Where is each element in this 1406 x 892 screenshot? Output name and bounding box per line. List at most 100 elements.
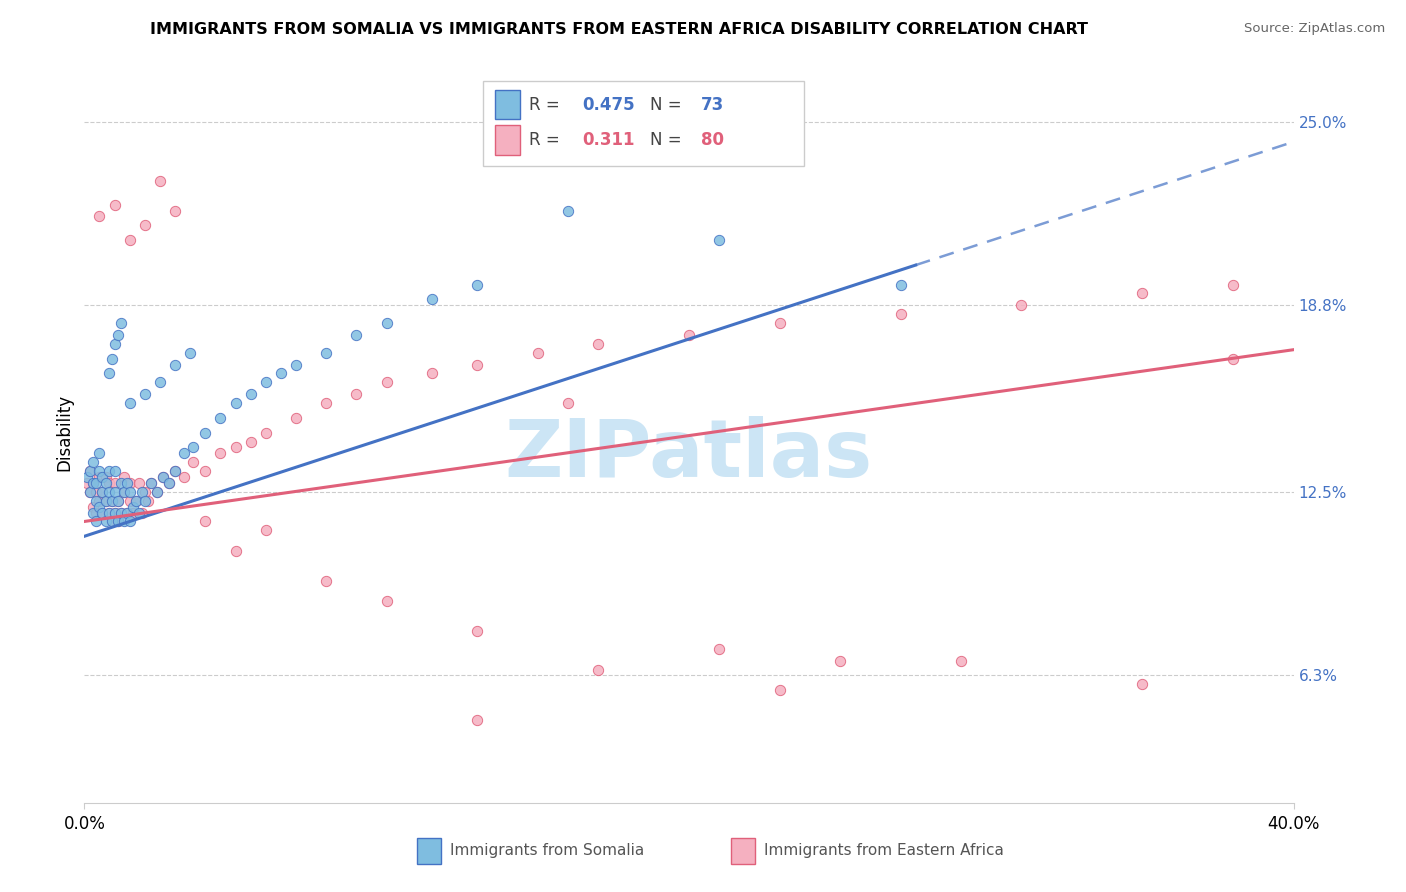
Text: 80: 80 [702,131,724,149]
Point [181,441,204,455]
Point [225,544,247,558]
Point [285,358,308,372]
Point [157,475,180,490]
Point [121,506,143,520]
Bar [418,838,441,864]
Point [709,233,731,247]
Point [890,307,912,321]
Point [950,654,973,668]
Point [769,316,792,330]
Point [110,506,132,520]
Point [82,455,104,469]
Point [209,446,232,460]
Point [89,210,111,224]
Point [146,484,169,499]
Point [112,515,135,529]
Point [91,484,114,499]
Point [79,484,101,499]
Point [194,464,217,478]
Point [131,484,153,499]
Point [1222,277,1244,292]
Point [112,470,135,484]
Point [94,515,117,529]
Point [91,470,114,484]
Point [128,506,150,520]
Point [94,475,117,490]
Point [375,376,398,390]
Point [134,484,156,499]
Point [110,475,132,490]
Point [239,387,262,401]
Point [285,410,308,425]
Point [118,233,141,247]
Point [173,446,195,460]
Point [79,484,101,499]
Point [346,327,368,342]
Point [1130,677,1153,691]
Text: R =: R = [529,131,565,149]
Point [110,506,132,520]
Point [181,455,204,469]
Point [76,470,98,484]
Text: IMMIGRANTS FROM SOMALIA VS IMMIGRANTS FROM EASTERN AFRICA DISABILITY CORRELATION: IMMIGRANTS FROM SOMALIA VS IMMIGRANTS FR… [149,22,1088,37]
Point [830,654,852,668]
Text: Immigrants from Eastern Africa: Immigrants from Eastern Africa [763,844,1004,858]
Text: N =: N = [650,131,688,149]
Point [107,493,129,508]
Point [375,316,398,330]
Point [134,493,156,508]
Point [146,484,169,499]
Point [1011,298,1033,312]
Point [110,316,132,330]
Point [97,464,120,478]
Text: 73: 73 [702,95,724,113]
Point [86,515,108,529]
Point [467,624,489,638]
Point [588,663,610,677]
Point [115,506,138,520]
Point [100,351,122,366]
Point [315,574,337,588]
Point [118,493,141,508]
Point [82,475,104,490]
Point [152,470,174,484]
Point [225,396,247,410]
Point [100,493,122,508]
Text: R =: R = [529,95,565,113]
Point [588,336,610,351]
Point [165,358,187,372]
Point [467,277,489,292]
Point [179,345,201,359]
Point [165,464,187,478]
Point [173,470,195,484]
Point [527,345,550,359]
Point [107,493,129,508]
Point [125,493,148,508]
Point [346,387,368,401]
FancyBboxPatch shape [484,81,804,166]
Point [104,197,127,211]
Point [89,446,111,460]
Point [97,484,120,499]
Point [209,410,232,425]
Point [104,464,127,478]
Point [769,683,792,698]
Point [118,396,141,410]
Point [94,493,117,508]
Point [94,470,117,484]
Point [104,506,127,520]
Point [104,475,127,490]
Point [1222,351,1244,366]
Point [134,219,156,233]
Point [239,434,262,449]
Point [107,327,129,342]
Point [107,515,129,529]
Text: ZIPatlas: ZIPatlas [505,416,873,494]
Point [89,464,111,478]
Point [79,464,101,478]
Point [254,425,277,440]
Text: N =: N = [650,95,688,113]
Bar [495,90,520,120]
Point [194,515,217,529]
Point [194,425,217,440]
